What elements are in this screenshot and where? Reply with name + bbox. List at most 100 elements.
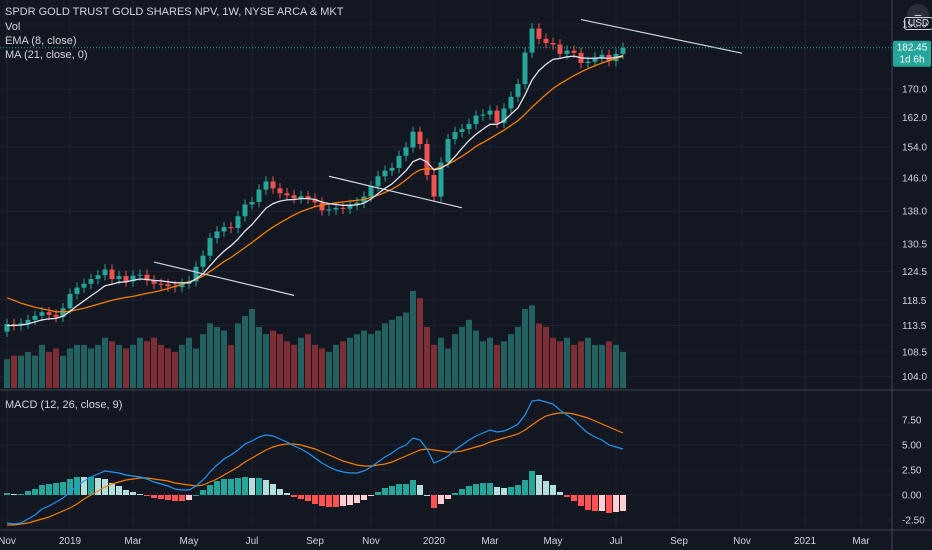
volume-bar bbox=[221, 330, 227, 388]
candle-body bbox=[522, 52, 528, 85]
volume-bar bbox=[214, 326, 220, 388]
macd-histogram-bar bbox=[487, 483, 493, 495]
candle-body bbox=[389, 167, 395, 171]
currency-label[interactable]: USD bbox=[904, 17, 932, 30]
macd-pane[interactable] bbox=[4, 399, 626, 526]
volume-bar bbox=[613, 344, 619, 388]
candle-body bbox=[228, 227, 234, 229]
volume-bar bbox=[11, 355, 17, 388]
candle-body bbox=[270, 181, 276, 189]
candle-body bbox=[473, 115, 479, 124]
candle-body bbox=[515, 84, 521, 97]
macd-histogram-bar bbox=[46, 484, 52, 495]
candle-body bbox=[452, 132, 458, 140]
x-tick-label: Mar bbox=[481, 536, 499, 547]
volume-bar bbox=[130, 344, 136, 388]
candle-body bbox=[599, 54, 605, 58]
candle-body bbox=[60, 308, 66, 317]
macd-histogram-bar bbox=[249, 478, 255, 495]
signal-line bbox=[7, 412, 624, 526]
candle-body bbox=[214, 231, 220, 239]
candle-body bbox=[529, 28, 535, 53]
ma-legend[interactable]: MA (21, close, 0) bbox=[5, 49, 88, 61]
macd-histogram-bar bbox=[375, 492, 381, 495]
macd-histogram-bar bbox=[396, 484, 402, 495]
volume-bar bbox=[193, 348, 199, 388]
volume-bar bbox=[200, 334, 206, 388]
candle-body bbox=[424, 144, 430, 176]
volume-legend[interactable]: Vol bbox=[5, 21, 21, 33]
volume-bar bbox=[25, 352, 31, 388]
x-tick-label: Nov bbox=[0, 536, 16, 547]
candle-body bbox=[494, 110, 500, 123]
macd-tick-label: -2.50 bbox=[902, 516, 925, 527]
volume-bar bbox=[445, 348, 451, 388]
trendline bbox=[580, 18, 743, 54]
candle-body bbox=[571, 50, 577, 53]
price-tick-label: 118.5 bbox=[902, 296, 927, 307]
volume-bar bbox=[403, 312, 409, 388]
candle-body bbox=[620, 47, 626, 54]
trendlines[interactable] bbox=[153, 18, 743, 296]
macd-histogram-bar bbox=[585, 495, 591, 510]
x-tick-label: Nov bbox=[733, 536, 751, 547]
macd-histogram-bar bbox=[228, 479, 234, 495]
macd-histogram-bar bbox=[25, 491, 31, 495]
price-tick-label: 108.5 bbox=[902, 347, 927, 358]
candle-body bbox=[312, 198, 318, 203]
volume-bar bbox=[88, 348, 94, 388]
last-price-box bbox=[893, 40, 931, 67]
candle-body bbox=[305, 196, 311, 199]
candle-body bbox=[319, 202, 325, 211]
macd-legend[interactable]: MACD (12, 26, close, 9) bbox=[5, 399, 123, 411]
candle-body bbox=[396, 155, 402, 168]
volume-bar bbox=[473, 330, 479, 388]
candle-body bbox=[445, 139, 451, 163]
macd-histogram-bar bbox=[606, 495, 612, 513]
candle-body bbox=[417, 131, 423, 145]
candle-body bbox=[207, 238, 213, 256]
minus-icon: − bbox=[913, 7, 923, 23]
macd-histogram-bar bbox=[179, 495, 185, 501]
candle-body bbox=[592, 57, 598, 62]
volume-bar bbox=[550, 337, 556, 388]
candlesticks[interactable] bbox=[4, 23, 626, 338]
macd-histogram-bar bbox=[32, 489, 38, 495]
macd-tick-label: 7.50 bbox=[902, 416, 922, 427]
macd-histogram-bar bbox=[382, 488, 388, 495]
volume-bar bbox=[109, 341, 115, 388]
candle-body bbox=[410, 131, 416, 148]
volume-bar bbox=[620, 352, 626, 388]
candle-body bbox=[53, 314, 59, 317]
macd-histogram-bar bbox=[529, 471, 535, 495]
macd-histogram-bar bbox=[445, 495, 451, 499]
price-tick-label: 138.0 bbox=[902, 207, 927, 218]
volume-bar bbox=[235, 323, 241, 388]
symbol-title[interactable]: SPDR GOLD TRUST GOLD SHARES NPV, 1W, NYS… bbox=[5, 6, 344, 18]
candle-body bbox=[242, 204, 248, 217]
volume-bar bbox=[543, 326, 549, 388]
volume-bar bbox=[417, 298, 423, 388]
macd-histogram-bar bbox=[452, 493, 458, 495]
ema-legend[interactable]: EMA (8, close) bbox=[5, 35, 77, 47]
macd-histogram-bar bbox=[11, 494, 17, 495]
price-tick-label: 130.5 bbox=[902, 239, 927, 250]
volume-bar bbox=[319, 348, 325, 388]
volume-bar bbox=[347, 337, 353, 388]
macd-histogram-bar bbox=[109, 483, 115, 495]
macd-histogram-bar bbox=[578, 495, 584, 506]
candle-body bbox=[200, 255, 206, 267]
macd-histogram-bar bbox=[214, 481, 220, 495]
macd-histogram-bar bbox=[165, 495, 171, 500]
collapse-button[interactable]: − bbox=[907, 4, 929, 26]
macd-histogram-bar bbox=[403, 484, 409, 495]
macd-histogram-bar bbox=[613, 495, 619, 512]
macd-histogram-bar bbox=[319, 495, 325, 506]
volume-bar bbox=[144, 341, 150, 388]
volume-bar bbox=[242, 316, 248, 388]
volume-bar bbox=[396, 316, 402, 388]
price-tick-label: 154.0 bbox=[902, 143, 927, 154]
